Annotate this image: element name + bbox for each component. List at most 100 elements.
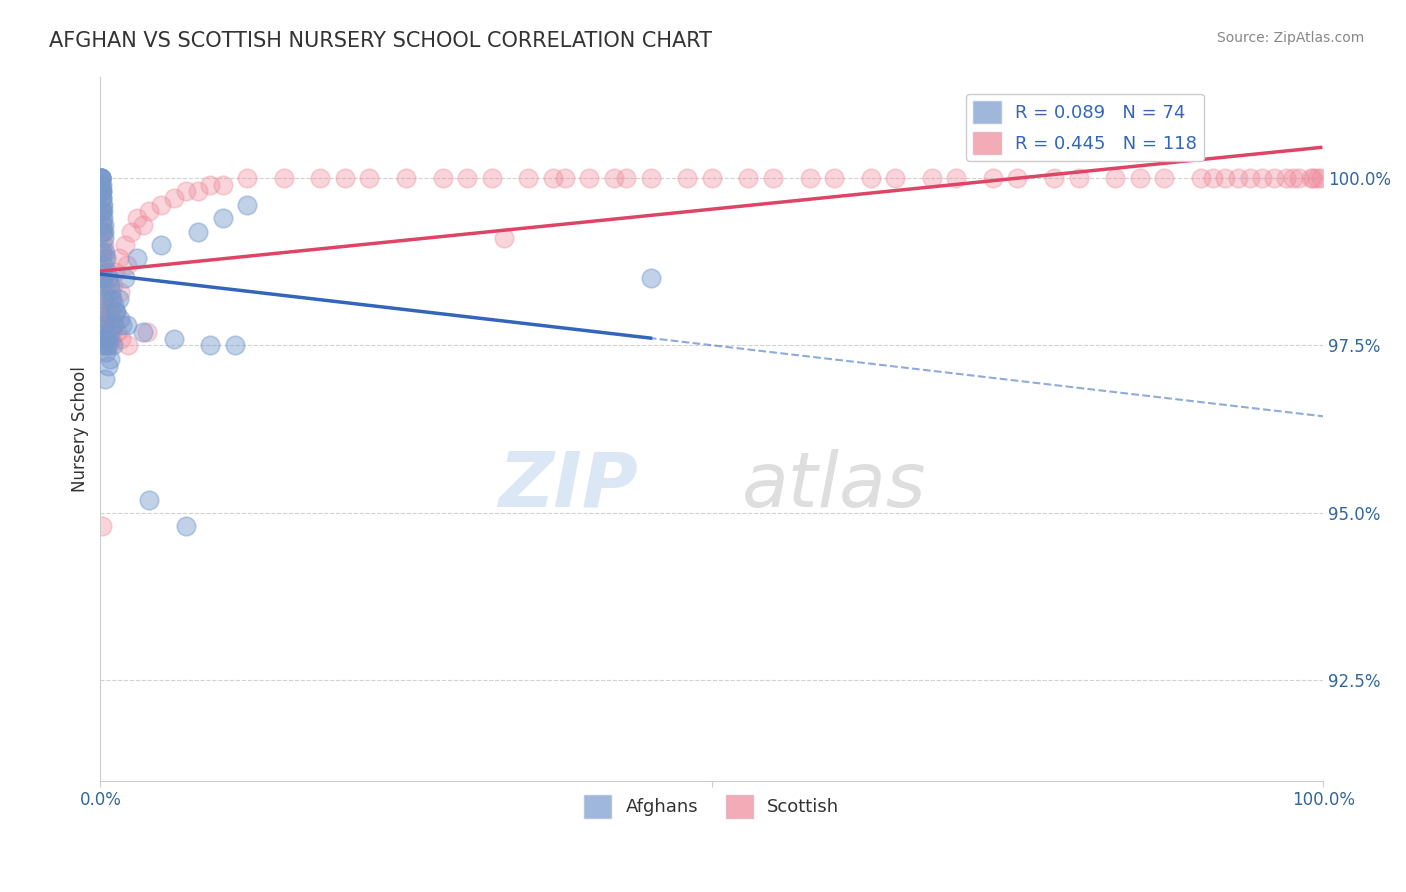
- Point: [90, 204, 112, 219]
- Point: [132, 325, 155, 339]
- Point: [90, 185, 112, 199]
- Point: [1263, 170, 1285, 185]
- Point: [91, 185, 114, 199]
- Text: atlas: atlas: [742, 449, 927, 523]
- Point: [90, 178, 112, 192]
- Point: [94, 338, 117, 352]
- Point: [100, 332, 122, 346]
- Point: [90, 170, 112, 185]
- Point: [700, 170, 723, 185]
- Point: [93, 311, 115, 326]
- Point: [91, 225, 114, 239]
- Text: Source: ZipAtlas.com: Source: ZipAtlas.com: [1216, 31, 1364, 45]
- Point: [138, 492, 160, 507]
- Point: [187, 225, 209, 239]
- Point: [91, 244, 114, 259]
- Point: [98, 305, 121, 319]
- Point: [94, 265, 117, 279]
- Point: [1189, 170, 1212, 185]
- Point: [98, 305, 121, 319]
- Point: [91, 204, 114, 219]
- Point: [91, 211, 114, 226]
- Point: [200, 338, 222, 352]
- Point: [103, 298, 125, 312]
- Point: [93, 218, 115, 232]
- Point: [578, 170, 600, 185]
- Point: [90, 170, 112, 185]
- Point: [517, 170, 540, 185]
- Point: [117, 318, 139, 333]
- Point: [945, 170, 967, 185]
- Point: [1275, 170, 1298, 185]
- Point: [100, 311, 122, 326]
- Point: [1043, 170, 1066, 185]
- Point: [90, 204, 112, 219]
- Point: [94, 372, 117, 386]
- Point: [132, 218, 155, 232]
- Point: [101, 338, 124, 352]
- Point: [96, 265, 118, 279]
- Point: [107, 252, 129, 266]
- Point: [859, 170, 882, 185]
- Legend: Afghans, Scottish: Afghans, Scottish: [576, 789, 846, 825]
- Point: [799, 170, 821, 185]
- Point: [1302, 170, 1324, 185]
- Point: [94, 252, 117, 266]
- Point: [90, 204, 112, 219]
- Text: AFGHAN VS SCOTTISH NURSERY SCHOOL CORRELATION CHART: AFGHAN VS SCOTTISH NURSERY SCHOOL CORREL…: [49, 31, 713, 51]
- Point: [395, 170, 418, 185]
- Point: [481, 170, 503, 185]
- Point: [762, 170, 785, 185]
- Point: [90, 198, 112, 212]
- Point: [90, 185, 112, 199]
- Point: [98, 351, 121, 366]
- Point: [1202, 170, 1225, 185]
- Point: [921, 170, 943, 185]
- Point: [93, 325, 115, 339]
- Point: [333, 170, 356, 185]
- Point: [91, 285, 114, 299]
- Point: [90, 178, 112, 192]
- Point: [93, 338, 115, 352]
- Point: [1226, 170, 1249, 185]
- Point: [97, 338, 120, 352]
- Point: [135, 325, 157, 339]
- Point: [554, 170, 576, 185]
- Point: [93, 305, 115, 319]
- Point: [90, 185, 112, 199]
- Point: [640, 271, 662, 285]
- Point: [96, 338, 118, 352]
- Point: [163, 191, 186, 205]
- Point: [90, 204, 112, 219]
- Point: [97, 332, 120, 346]
- Point: [91, 211, 114, 226]
- Point: [94, 252, 117, 266]
- Point: [117, 338, 139, 352]
- Point: [359, 170, 381, 185]
- Point: [91, 519, 114, 533]
- Point: [1239, 170, 1261, 185]
- Point: [117, 258, 139, 272]
- Point: [90, 218, 112, 232]
- Point: [97, 271, 120, 285]
- Point: [94, 244, 117, 259]
- Point: [111, 318, 134, 333]
- Point: [1288, 170, 1310, 185]
- Point: [138, 204, 160, 219]
- Point: [93, 311, 115, 326]
- Point: [541, 170, 564, 185]
- Point: [91, 292, 114, 306]
- Point: [91, 278, 114, 293]
- Point: [96, 278, 118, 293]
- Point: [91, 185, 114, 199]
- Point: [1104, 170, 1126, 185]
- Point: [90, 170, 112, 185]
- Point: [96, 338, 118, 352]
- Point: [1251, 170, 1274, 185]
- Point: [114, 238, 136, 252]
- Point: [93, 318, 115, 333]
- Point: [94, 311, 117, 326]
- Point: [309, 170, 332, 185]
- Point: [114, 271, 136, 285]
- Point: [107, 292, 129, 306]
